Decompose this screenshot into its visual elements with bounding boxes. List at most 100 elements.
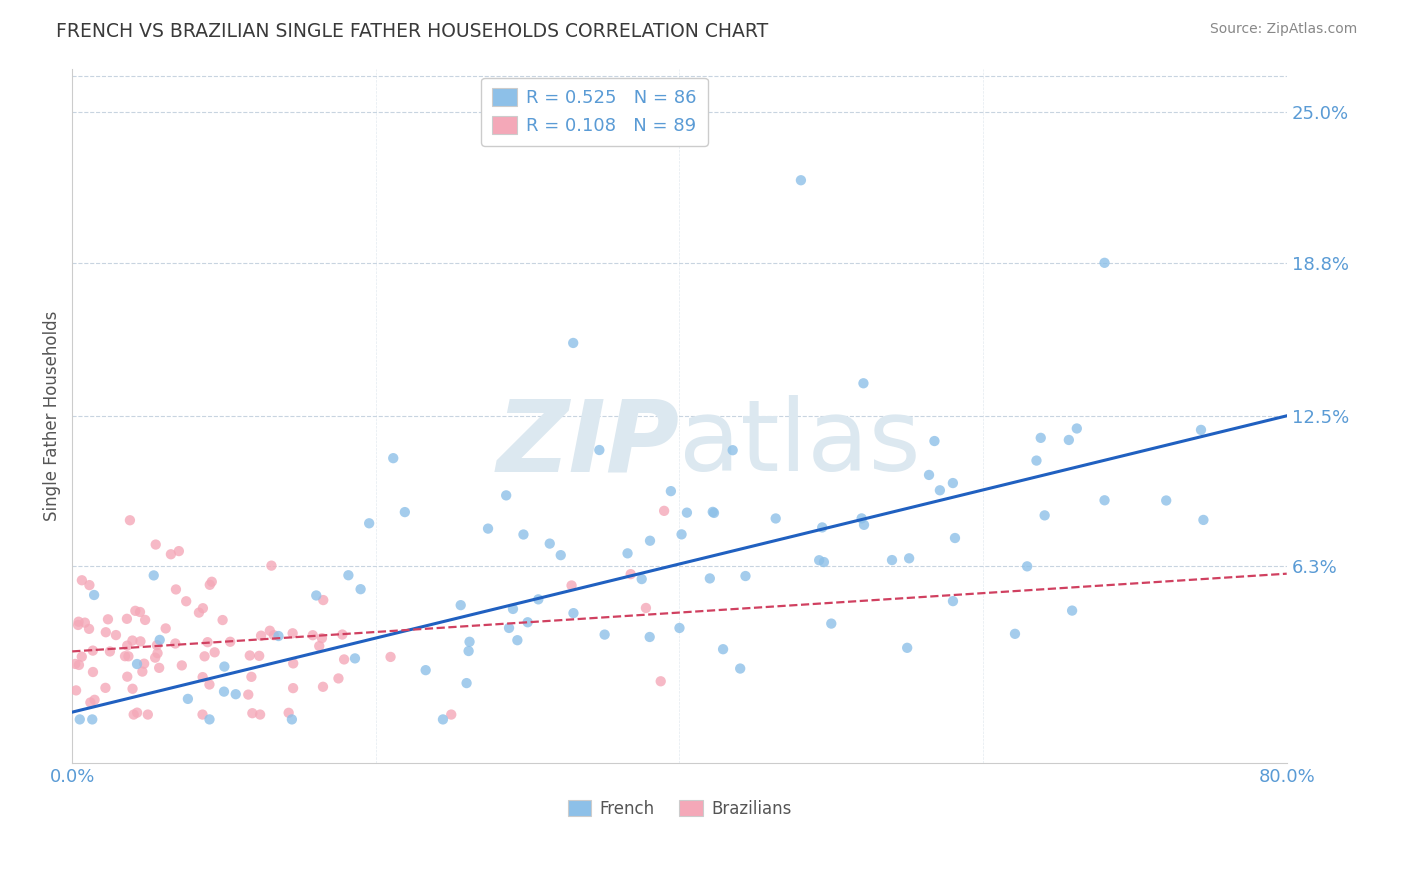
Point (117, 649, 139, 664)
Point (82, 713, 104, 727)
Point (94, 681, 117, 695)
Point (638, 533, 661, 548)
Point (191, 601, 214, 615)
Point (477, 522, 499, 536)
Point (394, 505, 416, 519)
Point (281, 713, 304, 727)
Point (301, 628, 323, 642)
Point (634, 601, 657, 615)
Point (283, 657, 305, 671)
Point (194, 649, 217, 664)
Point (728, 661, 751, 675)
Point (562, 335, 585, 350)
Point (118, 513, 141, 527)
Point (247, 648, 270, 663)
Point (498, 621, 520, 635)
Point (808, 553, 831, 567)
Point (225, 687, 247, 701)
Point (337, 568, 360, 582)
Point (562, 606, 585, 620)
Point (1192, 513, 1215, 527)
Point (65, 683, 87, 698)
Point (83, 693, 105, 707)
Point (174, 594, 197, 608)
Point (638, 630, 661, 644)
Point (277, 706, 299, 720)
Point (440, 707, 463, 722)
Point (143, 650, 166, 665)
Point (811, 520, 834, 534)
Point (260, 558, 283, 573)
Point (502, 602, 524, 616)
Point (145, 537, 167, 551)
Point (380, 649, 402, 664)
Point (550, 548, 572, 562)
Point (65, 657, 87, 671)
Point (129, 634, 152, 648)
Point (790, 173, 813, 187)
Point (506, 633, 529, 648)
Point (311, 631, 333, 645)
Point (134, 657, 156, 671)
Point (214, 659, 236, 673)
Point (211, 613, 233, 627)
Point (69, 713, 91, 727)
Point (198, 578, 221, 592)
Point (142, 568, 165, 582)
Point (67, 657, 90, 672)
Point (312, 593, 335, 607)
Point (240, 706, 263, 721)
Point (97, 612, 120, 626)
Point (561, 578, 583, 592)
Point (165, 582, 187, 597)
Point (450, 598, 472, 612)
Point (305, 589, 328, 603)
Point (83, 588, 105, 602)
Point (630, 572, 652, 586)
Point (170, 658, 193, 673)
Point (117, 670, 139, 684)
Point (1189, 423, 1212, 437)
Point (250, 629, 273, 643)
Point (650, 674, 672, 689)
Point (813, 555, 835, 569)
Point (671, 527, 693, 541)
Point (853, 517, 876, 532)
Point (588, 443, 610, 458)
Point (457, 644, 479, 658)
Point (1004, 627, 1026, 641)
Point (115, 639, 138, 653)
Legend: French, Brazilians: French, Brazilians (561, 793, 799, 824)
Point (94, 625, 117, 640)
Point (942, 594, 965, 608)
Point (198, 713, 221, 727)
Point (148, 661, 170, 675)
Point (129, 605, 152, 619)
Point (281, 681, 304, 695)
Point (1062, 604, 1084, 618)
Point (721, 443, 744, 458)
Point (191, 707, 214, 722)
Point (620, 567, 643, 582)
Point (1029, 431, 1052, 445)
Point (155, 622, 177, 636)
Point (160, 547, 183, 561)
Point (456, 676, 478, 690)
Point (1017, 559, 1039, 574)
Point (204, 645, 226, 659)
Point (702, 505, 724, 519)
Point (820, 616, 842, 631)
Point (668, 621, 690, 635)
Point (187, 606, 209, 620)
Point (77, 622, 100, 636)
Point (121, 633, 143, 648)
Point (127, 706, 149, 720)
Point (593, 627, 616, 641)
Point (146, 646, 169, 660)
Point (1066, 421, 1088, 435)
Point (79, 578, 101, 592)
Point (98, 644, 121, 658)
Text: ZIP: ZIP (496, 395, 679, 492)
Point (1057, 433, 1080, 447)
Point (70, 574, 93, 588)
